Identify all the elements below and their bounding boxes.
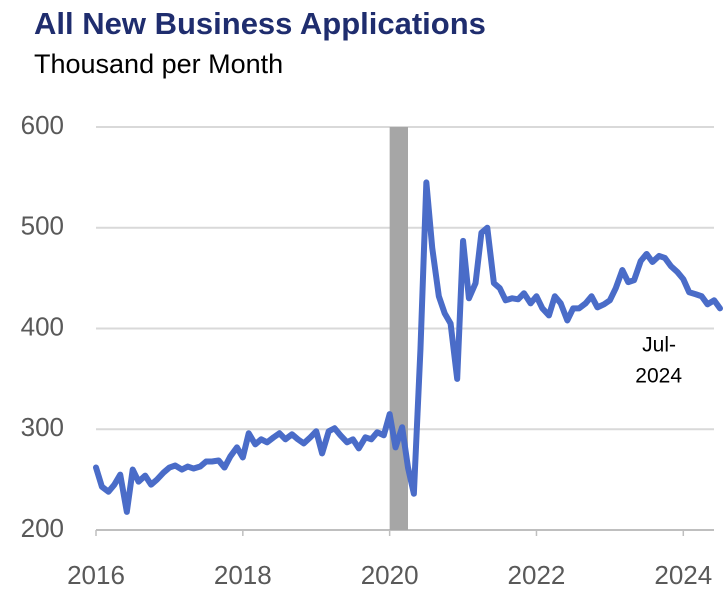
y-tick-label: 300	[21, 412, 64, 442]
y-tick-label: 400	[21, 311, 64, 341]
y-tick-label: 200	[21, 513, 64, 543]
x-tick-label: 2024	[654, 560, 712, 590]
y-tick-label: 500	[21, 211, 64, 241]
chart-subtitle: Thousand per Month	[34, 49, 283, 79]
x-tick-label: 2016	[67, 560, 125, 590]
data-line	[93, 179, 723, 515]
annotation: 2024	[635, 365, 682, 388]
y-tick-label: 600	[21, 110, 64, 140]
chart-title: All New Business Applications	[34, 6, 486, 41]
x-tick-label: 2020	[361, 560, 419, 590]
annotation: Jul-	[642, 334, 676, 357]
x-tick-label: 2018	[214, 560, 272, 590]
recession-band	[389, 127, 408, 530]
x-tick-label: 2022	[508, 560, 566, 590]
